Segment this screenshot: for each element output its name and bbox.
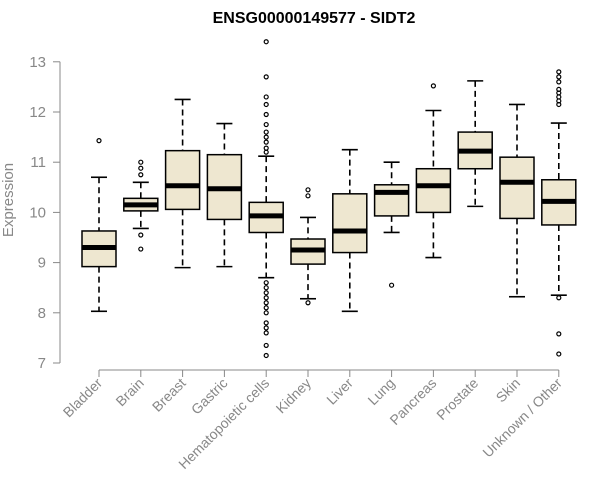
outlier-point: [138, 159, 144, 165]
outlier-point: [556, 94, 562, 100]
y-axis: 7 8 9 10 11 12 13: [29, 54, 61, 372]
x-tick-label: Liver: [323, 375, 356, 408]
outlier-point: [305, 193, 311, 199]
box-iqr: [499, 156, 535, 220]
outlier-point: [263, 101, 269, 108]
box-group: [164, 98, 201, 269]
outlier-point: [263, 39, 269, 45]
x-tick-label: Breast: [149, 375, 189, 415]
outlier-point: [263, 280, 269, 286]
outlier-point: [263, 145, 269, 151]
y-tick-label: 8: [38, 305, 46, 322]
outlier-point: [263, 310, 269, 316]
outlier-point: [263, 74, 269, 80]
outlier-point: [263, 129, 269, 135]
outlier-point: [556, 69, 562, 75]
outlier-point: [263, 295, 269, 301]
outlier-point: [263, 305, 269, 311]
outlier-point: [263, 352, 269, 359]
outlier-point: [263, 300, 269, 306]
outlier-point: [305, 187, 311, 193]
x-tick-label: Prostate: [433, 375, 481, 423]
outlier-point: [263, 285, 269, 291]
outlier-point: [556, 74, 562, 80]
plot-area: [81, 39, 577, 359]
outlier-point: [263, 139, 269, 145]
x-tick-label: Skin: [493, 375, 524, 406]
x-tick-label: Bladder: [60, 375, 106, 421]
outlier-point: [138, 165, 144, 171]
box-group: [123, 159, 159, 252]
outlier-point: [263, 134, 269, 140]
box-group: [457, 80, 493, 208]
outlier-point: [556, 101, 562, 108]
outlier-point: [556, 295, 562, 301]
y-tick-label: 9: [38, 255, 46, 272]
outlier-point: [263, 330, 269, 336]
outlier-point: [263, 94, 269, 100]
outlier-point: [263, 290, 269, 296]
y-tick-label: 12: [29, 104, 46, 121]
outlier-point: [556, 79, 562, 85]
box-group: [499, 103, 535, 298]
outlier-point: [263, 111, 269, 118]
box-group: [332, 148, 368, 313]
outlier-point: [263, 325, 269, 331]
x-tick-label: Kidney: [273, 375, 315, 417]
box-group: [373, 161, 410, 288]
box-iqr: [332, 193, 368, 254]
y-tick-label: 11: [30, 154, 46, 171]
y-tick-label: 13: [29, 54, 46, 71]
box-group: [415, 83, 452, 259]
box-iqr: [373, 184, 410, 217]
outlier-point: [556, 90, 562, 96]
x-tick-label: Brain: [112, 375, 146, 409]
y-tick-label: 10: [29, 204, 46, 221]
outlier-point: [263, 149, 269, 155]
y-tick-label: 7: [38, 355, 46, 372]
box-group: [206, 122, 243, 268]
box-group: [541, 69, 577, 357]
outlier-point: [138, 246, 144, 252]
outlier-point: [138, 232, 144, 238]
box-group: [248, 39, 284, 359]
outlier-point: [389, 282, 395, 288]
outlier-point: [556, 351, 562, 357]
outlier-point: [430, 83, 436, 89]
box-iqr: [164, 149, 201, 211]
box-group: [81, 138, 117, 313]
outlier-point: [96, 138, 102, 144]
outlier-point: [138, 172, 144, 178]
box-iqr: [415, 167, 452, 214]
x-tick-label: Lung: [364, 375, 397, 408]
x-tick-label: Unknown / Other: [479, 375, 565, 461]
box-group: [290, 187, 326, 306]
outlier-point: [263, 121, 269, 128]
chart-title: ENSG00000149577 - SIDT2: [213, 10, 416, 27]
outlier-point: [305, 300, 311, 306]
outlier-point: [263, 320, 269, 326]
outlier-point: [263, 342, 269, 349]
outlier-point: [556, 331, 562, 337]
y-axis-label: Expression: [0, 163, 17, 237]
